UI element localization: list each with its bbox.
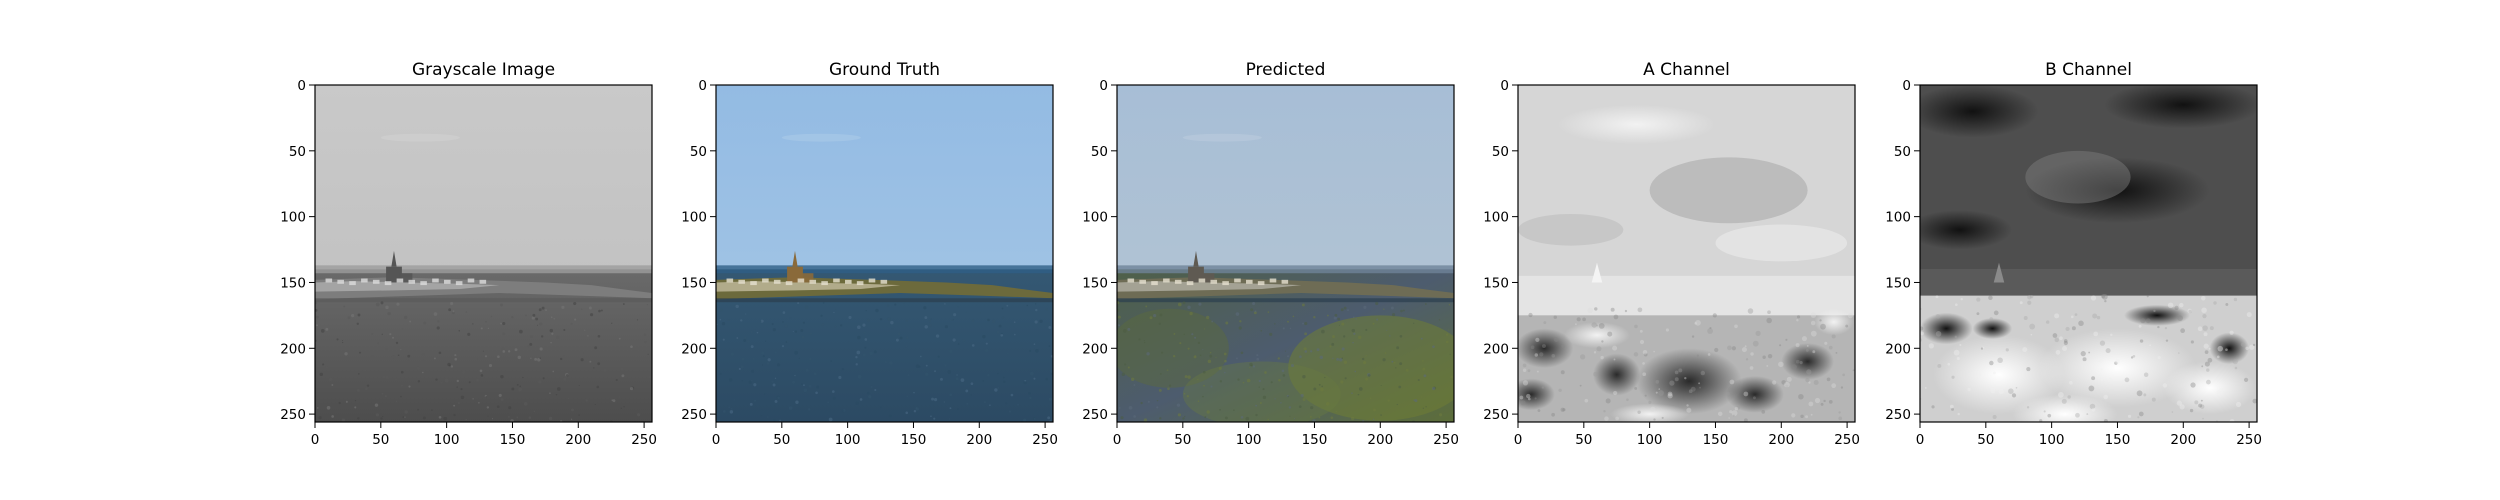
panel-title: Grayscale Image: [412, 60, 555, 80]
x-tick-label: 200: [1768, 432, 1794, 448]
x-tick-label: 50: [1977, 432, 1994, 448]
x-tick-label: 0: [311, 432, 320, 448]
y-tick-label: 50: [1894, 144, 1911, 160]
y-tick-label: 200: [1885, 341, 1911, 357]
y-tick-label: 200: [280, 341, 306, 357]
panel-title: B Channel: [2045, 60, 2132, 80]
axes-frame: [314, 84, 653, 423]
x-tick-label: 0: [1113, 432, 1122, 448]
y-tick-label: 50: [1492, 144, 1509, 160]
x-tick-label: 150: [2105, 432, 2131, 448]
y-tick-label: 0: [1902, 78, 1911, 94]
y-tick-label: 50: [289, 144, 306, 160]
y-tick-label: 0: [297, 78, 306, 94]
x-tick-label: 100: [1236, 432, 1262, 448]
x-tick-label: 50: [1575, 432, 1592, 448]
axes-frame: [1919, 84, 2258, 423]
panel-bchannel: B Channel 0 50 100 150 200 250 0 50 100 150 200 250: [1885, 60, 2262, 448]
x-tick-label: 200: [966, 432, 992, 448]
panel-title: A Channel: [1643, 60, 1730, 80]
x-tick-label: 50: [1174, 432, 1191, 448]
y-tick-label: 200: [681, 341, 707, 357]
y-tick-label: 100: [1885, 210, 1911, 226]
y-tick-label: 250: [681, 407, 707, 423]
x-tick-label: 100: [434, 432, 460, 448]
y-tick-label: 250: [280, 407, 306, 423]
y-tick-label: 100: [681, 210, 707, 226]
y-tick-label: 250: [1082, 407, 1108, 423]
axes-frame: [1116, 84, 1455, 423]
x-tick-label: 200: [1367, 432, 1393, 448]
y-tick-label: 150: [280, 275, 306, 291]
y-tick-label: 200: [1483, 341, 1509, 357]
x-tick-label: 100: [1637, 432, 1663, 448]
axes-frame: [715, 84, 1054, 423]
panel-truth: Ground Truth 0 50 100 150 200 250 0 50 100 150 200 2…: [681, 60, 1058, 448]
x-tick-label: 250: [631, 432, 657, 448]
y-tick-label: 100: [1483, 210, 1509, 226]
y-tick-label: 150: [1483, 275, 1509, 291]
x-tick-label: 250: [1433, 432, 1459, 448]
x-tick-label: 150: [500, 432, 526, 448]
x-tick-label: 150: [901, 432, 927, 448]
y-tick-label: 100: [1082, 210, 1108, 226]
x-tick-label: 100: [835, 432, 861, 448]
y-tick-label: 0: [1500, 78, 1509, 94]
y-tick-label: 200: [1082, 341, 1108, 357]
image-bchannel: [1920, 85, 2257, 422]
image-achannel: [1518, 85, 1855, 422]
x-tick-label: 100: [2039, 432, 2065, 448]
panel-title: Predicted: [1246, 60, 1326, 80]
y-tick-label: 250: [1483, 407, 1509, 423]
panel-achannel: A Channel 0 50 100 150 200 250 0 50 100 150 200 250: [1483, 60, 1860, 448]
y-tick-label: 50: [1091, 144, 1108, 160]
x-tick-label: 50: [372, 432, 389, 448]
x-tick-label: 150: [1302, 432, 1328, 448]
x-tick-label: 50: [773, 432, 790, 448]
x-tick-label: 0: [712, 432, 721, 448]
y-tick-label: 0: [698, 78, 707, 94]
x-tick-label: 250: [2236, 432, 2262, 448]
panel-title: Ground Truth: [829, 60, 940, 80]
x-tick-label: 0: [1514, 432, 1523, 448]
image-truth: [716, 85, 1053, 422]
y-tick-label: 0: [1099, 78, 1108, 94]
x-tick-label: 200: [2170, 432, 2196, 448]
panel-grayscale: Grayscale Image 0 50 100 150 200 250 0 50 100 150 2…: [280, 60, 657, 448]
x-tick-label: 250: [1834, 432, 1860, 448]
axes-frame: [1517, 84, 1856, 423]
panel-predicted: Predicted 0 50 100 150 200 250 0 50 100 150 200 250: [1082, 60, 1459, 448]
x-tick-label: 200: [565, 432, 591, 448]
x-tick-label: 250: [1032, 432, 1058, 448]
y-tick-label: 100: [280, 210, 306, 226]
y-tick-label: 150: [1082, 275, 1108, 291]
y-tick-label: 250: [1885, 407, 1911, 423]
x-tick-label: 0: [1916, 432, 1925, 448]
x-tick-label: 150: [1703, 432, 1729, 448]
y-tick-label: 150: [1885, 275, 1911, 291]
image-grayscale: [315, 85, 652, 422]
y-tick-label: 150: [681, 275, 707, 291]
image-predicted: [1117, 85, 1454, 422]
y-tick-label: 50: [690, 144, 707, 160]
